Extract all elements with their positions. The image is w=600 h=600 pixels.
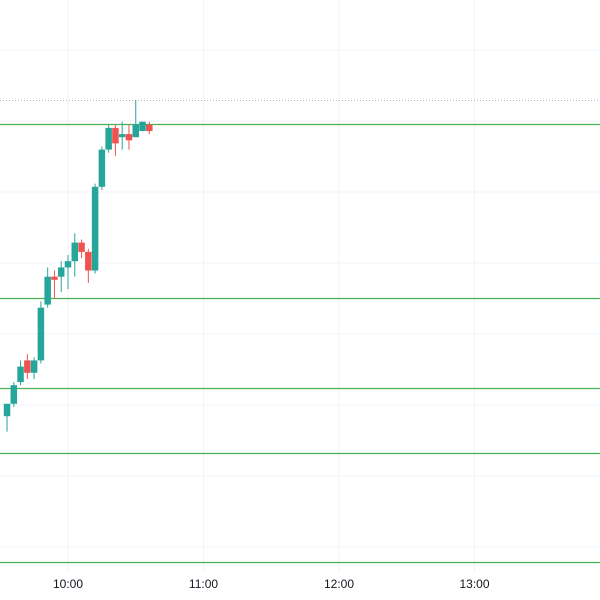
candle[interactable]	[91, 183, 99, 274]
time-tick-label: 10:00	[53, 577, 83, 591]
candle[interactable]	[125, 124, 133, 150]
candle-body	[64, 261, 72, 268]
candle[interactable]	[71, 233, 79, 277]
candlestick-series	[3, 100, 153, 432]
candle-body	[24, 360, 31, 373]
candle[interactable]	[132, 100, 140, 138]
candle[interactable]	[64, 255, 72, 290]
candle[interactable]	[37, 301, 45, 364]
candle[interactable]	[30, 357, 38, 379]
candle-body	[51, 276, 58, 280]
candle-body	[17, 366, 24, 383]
candle-body	[30, 360, 38, 373]
candle-body	[105, 127, 112, 150]
candle[interactable]	[105, 124, 112, 153]
candle-body	[98, 149, 106, 187]
candle[interactable]	[112, 124, 119, 156]
time-tick-label: 13:00	[459, 577, 489, 591]
candle-body	[71, 242, 79, 262]
candle-body	[78, 242, 85, 252]
candle-body	[139, 121, 146, 131]
candle[interactable]	[78, 239, 85, 259]
candle-body	[3, 403, 11, 417]
candle[interactable]	[146, 121, 153, 135]
candle-body	[112, 127, 119, 144]
candle-body	[85, 251, 92, 271]
candle-body	[91, 186, 99, 271]
candle[interactable]	[139, 121, 146, 131]
candle[interactable]	[3, 403, 11, 432]
chart-grid	[0, 0, 600, 572]
candle-body	[37, 307, 45, 361]
candle[interactable]	[17, 360, 24, 386]
candle[interactable]	[51, 270, 58, 299]
time-tick-label: 12:00	[324, 577, 354, 591]
candle-body	[10, 385, 18, 404]
candle-body	[146, 124, 153, 131]
time-tick-label: 11:00	[189, 577, 218, 591]
candle-body	[118, 134, 126, 138]
candle-body	[57, 267, 65, 277]
candle-body	[125, 134, 133, 141]
candle[interactable]	[44, 267, 51, 308]
candle[interactable]	[10, 382, 18, 407]
candle-body	[44, 276, 51, 305]
candle[interactable]	[24, 354, 31, 379]
candle[interactable]	[85, 248, 92, 283]
horizontal-levels	[0, 100, 600, 564]
candle[interactable]	[57, 261, 65, 293]
candle[interactable]	[118, 121, 126, 150]
candle-body	[132, 124, 139, 138]
candle[interactable]	[98, 146, 106, 190]
